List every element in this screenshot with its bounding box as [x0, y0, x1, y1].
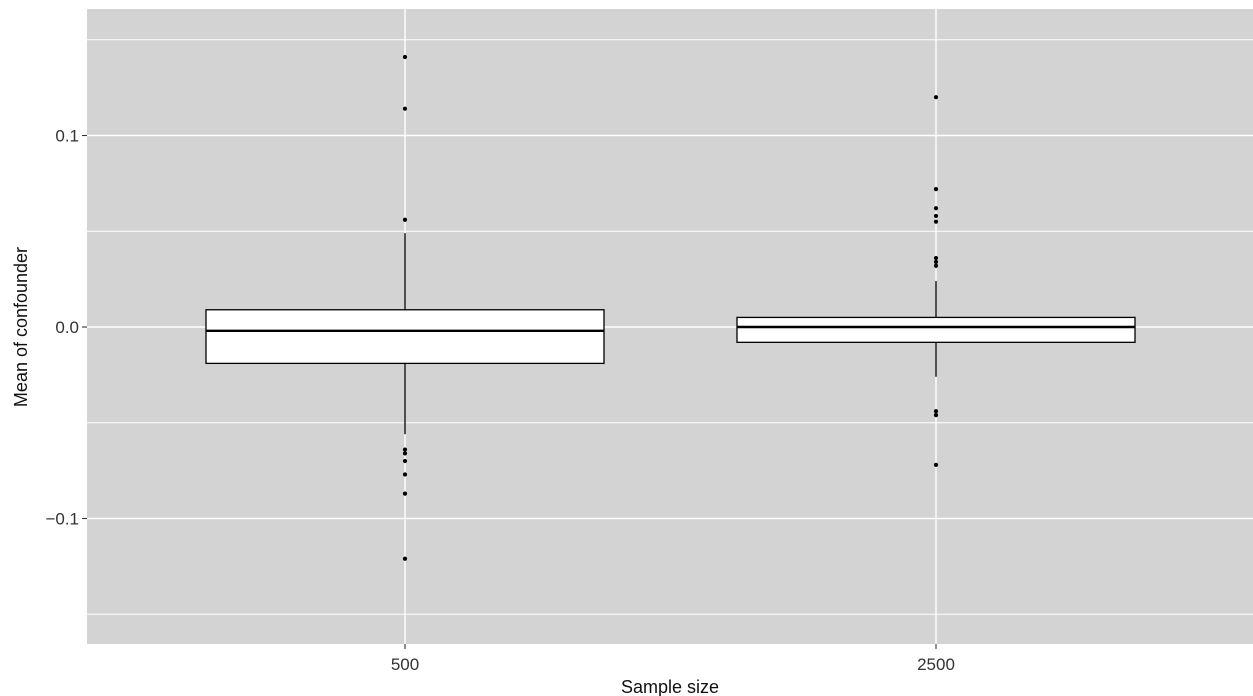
y-tick-label: 0.1 — [55, 127, 79, 146]
outlier-point — [402, 458, 408, 464]
outlier-point — [933, 255, 939, 261]
outlier-point — [402, 54, 408, 60]
outlier-point — [933, 412, 939, 418]
outlier-point — [933, 263, 939, 268]
y-axis: −0.1 0.0 0.1 — [45, 127, 87, 529]
outlier-point — [402, 491, 408, 496]
boxes — [205, 54, 1136, 561]
x-tick-label: 2500 — [917, 655, 955, 674]
x-axis-title: Sample size — [621, 677, 719, 696]
outlier-point — [402, 556, 408, 561]
box-2500 — [736, 95, 1136, 467]
outlier-point — [933, 213, 939, 219]
y-tick-label: −0.1 — [45, 510, 79, 529]
outlier-point — [933, 259, 939, 264]
outlier-point — [933, 206, 939, 211]
outlier-point — [933, 409, 939, 414]
outlier-point — [933, 462, 939, 467]
x-tick-label: 500 — [391, 655, 419, 674]
x-axis: 500 2500 — [391, 644, 955, 674]
outlier-point — [402, 217, 408, 222]
y-axis-title: Mean of confounder — [11, 247, 31, 407]
outlier-point — [933, 219, 939, 224]
outlier-point — [402, 106, 408, 111]
box-500 — [205, 54, 605, 561]
outlier-point — [933, 187, 939, 192]
outlier-point — [402, 447, 408, 452]
box-body — [205, 309, 605, 365]
outlier-point — [933, 95, 939, 100]
y-tick-label: 0.0 — [55, 318, 79, 337]
box-body — [736, 316, 1136, 343]
outlier-point — [402, 451, 408, 456]
outlier-point — [402, 472, 408, 477]
